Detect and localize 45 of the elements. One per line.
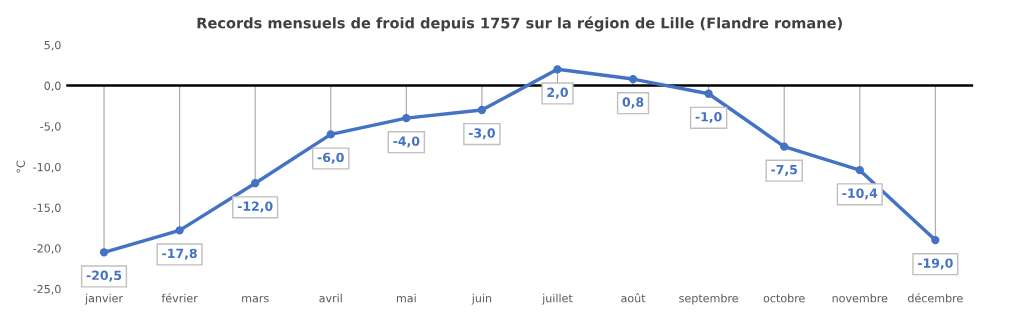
point [780,142,789,151]
data-label: -1,0 [695,112,722,124]
x-tick-label: mars [242,295,269,303]
x-tick-label: octobre [763,293,805,303]
y-tick-label: -5,0 [40,122,61,132]
y-axis-title: °C [16,160,25,173]
point [855,166,864,175]
point [175,226,184,235]
data-label: -20,5 [86,270,122,282]
data-label: -3,0 [468,128,495,140]
data-label: -7,5 [771,165,797,176]
data-label: 2,0 [547,87,568,99]
point [251,179,260,188]
y-tick-label: -25,0 [33,284,61,295]
data-label: 0,8 [622,97,644,109]
x-tick-label: avril [319,293,342,303]
point [628,74,638,84]
x-tick-label: janvier [84,293,124,305]
point [402,113,411,123]
data-label: -4,0 [393,136,420,148]
x-tick-label: juillet [541,293,573,305]
x-tick-label: décembre [908,293,963,303]
data-label: -12,0 [237,201,273,213]
y-tick-label: -20,0 [33,244,61,254]
data-label: -19,0 [918,258,953,270]
y-tick-label: -10,0 [33,162,61,173]
point [931,235,940,245]
y-tick-label: -15,0 [33,203,61,214]
x-tick-label: février [161,293,198,303]
x-tick-label: septembre [679,293,738,305]
data-label: -17,8 [162,248,197,260]
point [553,65,562,74]
point [326,130,335,139]
point [99,248,109,257]
data-label: -6,0 [317,152,344,164]
point [477,105,487,115]
chart-title: Records mensuels de froid depuis 1757 sur la région de Lille (Flandre romane) [197,16,842,32]
x-tick-label: août [621,293,646,303]
x-tick-label: juin [471,293,492,305]
x-tick-label: novembre [832,293,888,303]
x-tick-label: mai [396,293,416,303]
point [704,89,713,98]
y-tick-label: 0,0 [44,81,61,92]
data-label: -10,4 [842,188,878,200]
y-tick-label: 5,0 [44,40,61,51]
